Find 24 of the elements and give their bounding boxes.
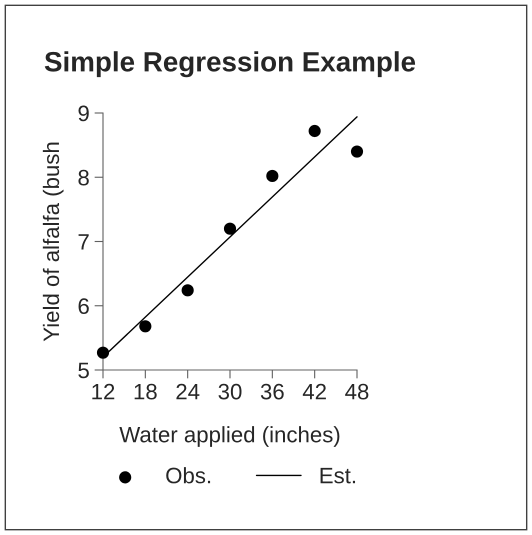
point	[308, 124, 321, 138]
x-tick-label: 24	[176, 384, 200, 400]
point	[182, 284, 194, 296]
point	[139, 320, 152, 332]
x-tick-label: 12	[92, 384, 114, 400]
point	[224, 222, 236, 235]
x-tick-label: 42	[302, 384, 326, 400]
x-tick-label: 30	[218, 384, 242, 400]
y-tick-label: 7	[78, 234, 89, 250]
point	[266, 170, 278, 182]
legend-label: Obs.	[166, 467, 210, 484]
point	[96, 346, 110, 359]
y-tick-label: 6	[78, 298, 89, 314]
x-tick-label: 48	[345, 384, 368, 400]
y-tick-label: 8	[78, 170, 89, 186]
chart-title: Simple Regression Example	[44, 51, 416, 78]
y-axis-title: Yield of alfalfa (bush	[42, 142, 64, 342]
x-tick-label: 18	[134, 384, 157, 400]
x-tick-label: 36	[260, 384, 284, 400]
y-tick-label: 5	[78, 362, 89, 378]
x-axis-title: Water applied (inches)	[119, 426, 340, 447]
y-tick-label: 9	[78, 106, 89, 122]
legend-label: Est.	[320, 468, 356, 484]
point	[350, 145, 364, 158]
